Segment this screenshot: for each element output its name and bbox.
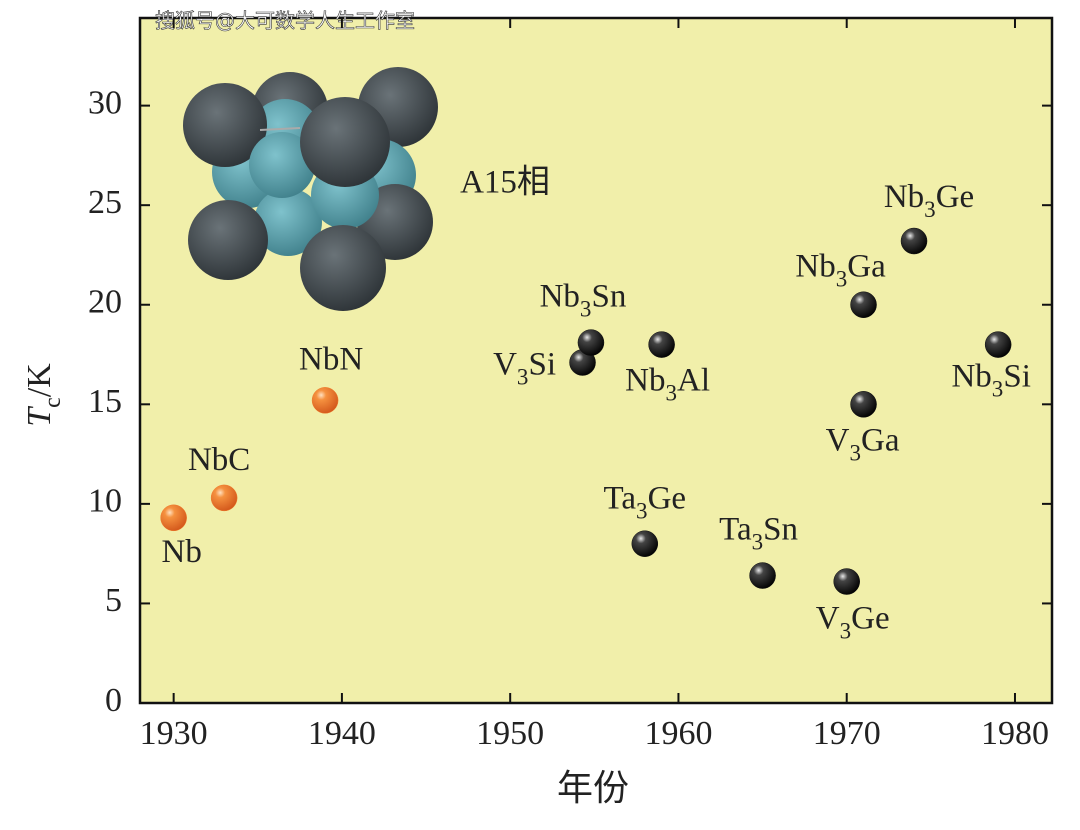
point (850, 291, 877, 318)
x-tick-label: 1970 (813, 715, 881, 752)
point (833, 568, 860, 595)
point (160, 504, 187, 532)
point (900, 227, 928, 255)
point-label: Ta3Sn (719, 511, 798, 555)
point-label: Ta3Ge (604, 480, 687, 524)
point-label: Nb3Sn (540, 278, 627, 322)
crystal-inset (183, 67, 438, 311)
point (311, 387, 339, 414)
point (648, 331, 675, 358)
y-tick-label: 20 (88, 284, 122, 321)
y-tick-label: 30 (88, 84, 122, 121)
x-tick-label: 1980 (981, 715, 1049, 752)
point (210, 484, 238, 512)
point (749, 562, 776, 589)
x-tick-label: 1960 (644, 715, 712, 752)
x-axis-label: 年份 (557, 768, 629, 809)
point-label: Nb3Al (625, 362, 710, 406)
point-label: Nb3Si (951, 358, 1030, 402)
x-tick-label: 1940 (308, 715, 376, 752)
point-label: V3Ga (826, 422, 900, 466)
point-label: NbN (299, 341, 363, 377)
x-tick-label: 1930 (140, 715, 208, 752)
y-tick-label: 25 (88, 184, 122, 221)
point-label: Nb3Ge (884, 179, 974, 223)
point-label: Nb (161, 533, 201, 569)
point-label: V3Ge (816, 600, 890, 644)
point (631, 530, 659, 557)
y-tick-label: 5 (105, 582, 122, 619)
point (850, 391, 877, 418)
y-tick-label: 0 (105, 682, 122, 719)
y-axis-label: Tc/K (21, 363, 67, 427)
point (577, 329, 605, 356)
y-tick-label: 15 (88, 383, 122, 420)
point-label: NbC (188, 441, 250, 477)
point-label: V3Si (493, 346, 556, 390)
annotation: A15相 (460, 164, 550, 201)
x-tick-label: 1950 (476, 715, 544, 752)
point (984, 331, 1012, 358)
point-label: Nb3Ga (795, 248, 886, 292)
watermark: 搜狐号@大可数学人生工作室 (155, 9, 415, 33)
y-tick-label: 10 (88, 483, 122, 520)
